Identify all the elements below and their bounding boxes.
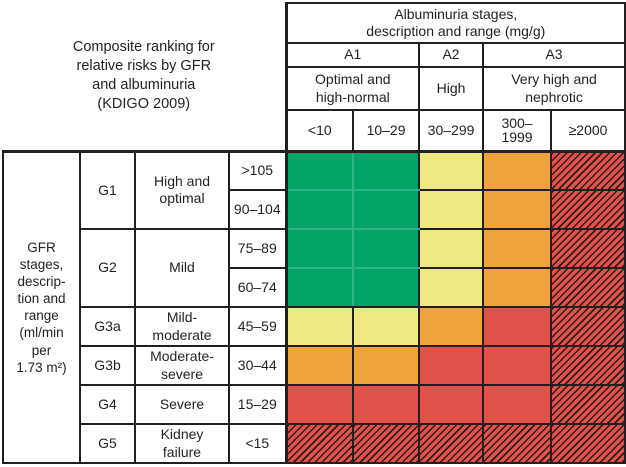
stage-a1-code: A1	[284, 42, 421, 68]
range-a1-high: 10–29	[352, 109, 421, 153]
risk-cell	[550, 345, 626, 386]
body-row-g2-b: 60–74	[3, 267, 626, 308]
stage-g3a-description: Mild- moderate	[134, 306, 230, 347]
stage-a3-description: Very high and nephrotic	[482, 66, 626, 111]
risk-cell	[550, 384, 626, 425]
range-a3-low: 300– 1999	[482, 109, 553, 153]
risk-cell	[550, 189, 626, 230]
risk-cell	[284, 423, 355, 464]
body-row-g1-a: GFR stages, descrip- tion and range (ml/…	[2, 149, 626, 464]
header-row-axis-title: Composite ranking for relative risks by …	[3, 2, 626, 112]
risk-cell	[482, 345, 553, 386]
risk-cell	[418, 189, 485, 230]
risk-cell	[352, 384, 421, 425]
stage-g1-description: High and optimal	[134, 149, 230, 230]
risk-cell	[482, 384, 553, 425]
risk-cell	[418, 345, 485, 386]
risk-cell	[550, 267, 626, 308]
risk-cell	[284, 306, 355, 347]
risk-cell	[352, 345, 421, 386]
range-g3a: 45–59	[227, 306, 288, 347]
risk-cell	[352, 149, 421, 191]
risk-cell	[482, 228, 553, 269]
range-a2: 30–299	[418, 109, 485, 153]
risk-cell	[418, 228, 485, 269]
risk-cell	[418, 423, 485, 464]
risk-cell	[284, 189, 355, 230]
stage-g2-description: Mild	[134, 228, 230, 308]
risk-cell	[482, 189, 553, 230]
risk-cell	[482, 306, 553, 347]
risk-cell	[352, 228, 421, 269]
stage-a2-code: A2	[418, 42, 485, 68]
stage-a3-code: A3	[482, 42, 626, 68]
stage-a2-description: High	[418, 66, 485, 111]
header-row-ranges: <10 10–29 30–299 300– 1999 ≥2000	[3, 109, 626, 153]
risk-cell	[352, 267, 421, 308]
risk-cell	[550, 149, 626, 191]
risk-cell	[418, 306, 485, 347]
risk-cell	[284, 267, 355, 308]
body-row-g3a: G3a Mild- moderate 45–59	[3, 306, 626, 347]
stage-g4-code: G4	[79, 384, 136, 425]
range-g2-high: 75–89	[227, 228, 288, 269]
body-row-g5: G5 Kidney failure <15	[3, 423, 626, 464]
body-row-g4: G4 Severe 15–29	[3, 384, 626, 425]
body-row-g2-a: G2 Mild 75–89	[3, 228, 626, 308]
risk-cell	[482, 267, 553, 308]
risk-cell	[418, 267, 485, 308]
risk-cell	[482, 149, 553, 191]
header-row-stage-codes: A1 A2 A3	[3, 42, 626, 68]
stage-g2-code: G2	[79, 228, 136, 308]
risk-cell	[550, 423, 626, 464]
body-row-g3b: G3b Moderate- severe 30–44	[3, 345, 626, 386]
risk-cell	[284, 345, 355, 386]
stage-g1-code: G1	[79, 149, 136, 230]
body-row-g1-b: 90–104	[3, 189, 626, 230]
risk-cell	[284, 384, 355, 425]
stage-g3b-description: Moderate- severe	[134, 345, 230, 386]
range-g1-high: >105	[227, 149, 288, 191]
gfr-axis-title: GFR stages, descrip- tion and range (ml/…	[2, 149, 81, 464]
risk-cell	[550, 306, 626, 347]
risk-cell	[352, 189, 421, 230]
range-g5: <15	[227, 423, 288, 464]
range-g3b: 30–44	[227, 345, 288, 386]
stage-g5-description: Kidney failure	[134, 423, 230, 464]
range-g2-low: 60–74	[227, 267, 288, 308]
range-g4: 15–29	[227, 384, 288, 425]
risk-cell	[352, 423, 421, 464]
risk-cell	[482, 423, 553, 464]
risk-cell	[418, 149, 485, 191]
range-g1-low: 90–104	[227, 189, 288, 230]
risk-cell	[418, 384, 485, 425]
figure-title: Composite ranking for relative risks by …	[72, 39, 215, 113]
range-a3-high: ≥2000	[550, 109, 626, 153]
albuminuria-axis-title: Albuminuria stages, description and rang…	[284, 2, 626, 44]
risk-cell	[550, 228, 626, 269]
stage-g3b-code: G3b	[79, 345, 136, 386]
range-a1-low: <10	[284, 109, 355, 153]
header-row-stage-descriptions: Optimal and high-normal High Very high a…	[3, 66, 626, 111]
stage-g4-description: Severe	[134, 384, 230, 425]
risk-cell	[284, 228, 355, 269]
risk-cell	[352, 306, 421, 347]
risk-cell	[284, 149, 355, 191]
stage-g3a-code: G3a	[79, 306, 136, 347]
stage-g5-code: G5	[79, 423, 136, 464]
stage-a1-description: Optimal and high-normal	[284, 66, 421, 111]
